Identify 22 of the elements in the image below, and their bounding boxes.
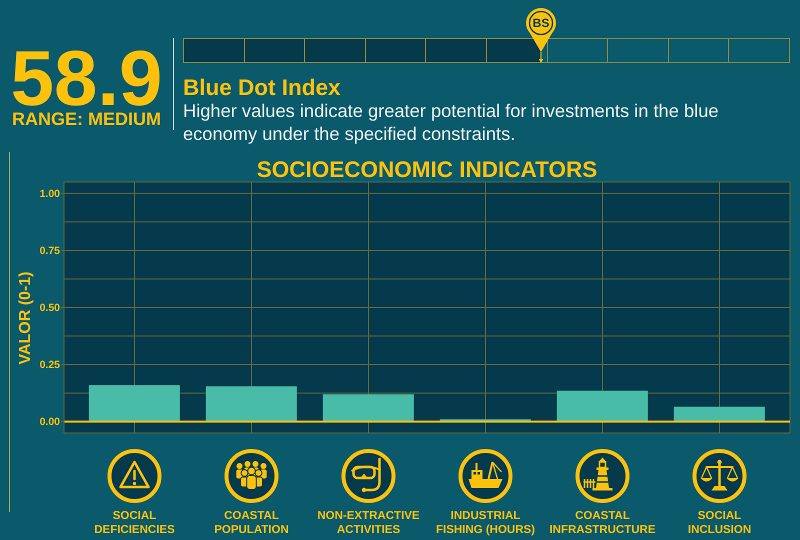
x-tick-label: NON-EXTRACTIVE ACTIVITIES <box>317 510 420 536</box>
bar <box>674 406 765 422</box>
x-tick-label: COASTAL INFRASTRUCTURE <box>549 510 656 536</box>
y-tick-label: 1.00 <box>40 188 60 200</box>
x-tick-label: INDUSTRIAL FISHING (HOURS) <box>436 510 536 536</box>
category-label: BS <box>532 16 549 30</box>
bar <box>322 394 414 422</box>
text: Blue Dot Index <box>183 75 341 100</box>
chart-title: SOCIOECONOMIC INDICATORS <box>256 157 598 182</box>
y-tick-label: 0.25 <box>40 359 60 372</box>
text: Higher values indicate greater potential for investments in the blue economy under the specified constraints. <box>183 99 720 145</box>
y-tick-label: 0.75 <box>40 245 60 258</box>
y-tick-label: 0.50 <box>40 302 60 314</box>
bar <box>556 390 648 422</box>
text: RANGE: MEDIUM <box>11 109 162 129</box>
bar <box>88 385 180 422</box>
x-tick-label: SOCIAL DEFICIENCIES <box>94 510 176 536</box>
y-axis-title: VALOR (0-1) <box>17 270 34 364</box>
x-tick-label: SOCIAL INCLUSION <box>688 510 752 536</box>
bar <box>206 386 297 422</box>
y-tick-label: 0.00 <box>40 416 60 428</box>
x-tick-label: COASTAL POPULATION <box>214 510 289 536</box>
